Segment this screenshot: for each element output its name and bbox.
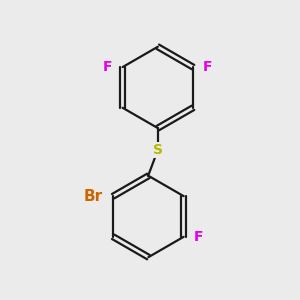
Text: F: F xyxy=(103,60,112,74)
Text: Br: Br xyxy=(83,189,102,204)
Text: S: S xyxy=(153,143,163,157)
Text: F: F xyxy=(194,230,203,244)
Text: F: F xyxy=(203,60,213,74)
